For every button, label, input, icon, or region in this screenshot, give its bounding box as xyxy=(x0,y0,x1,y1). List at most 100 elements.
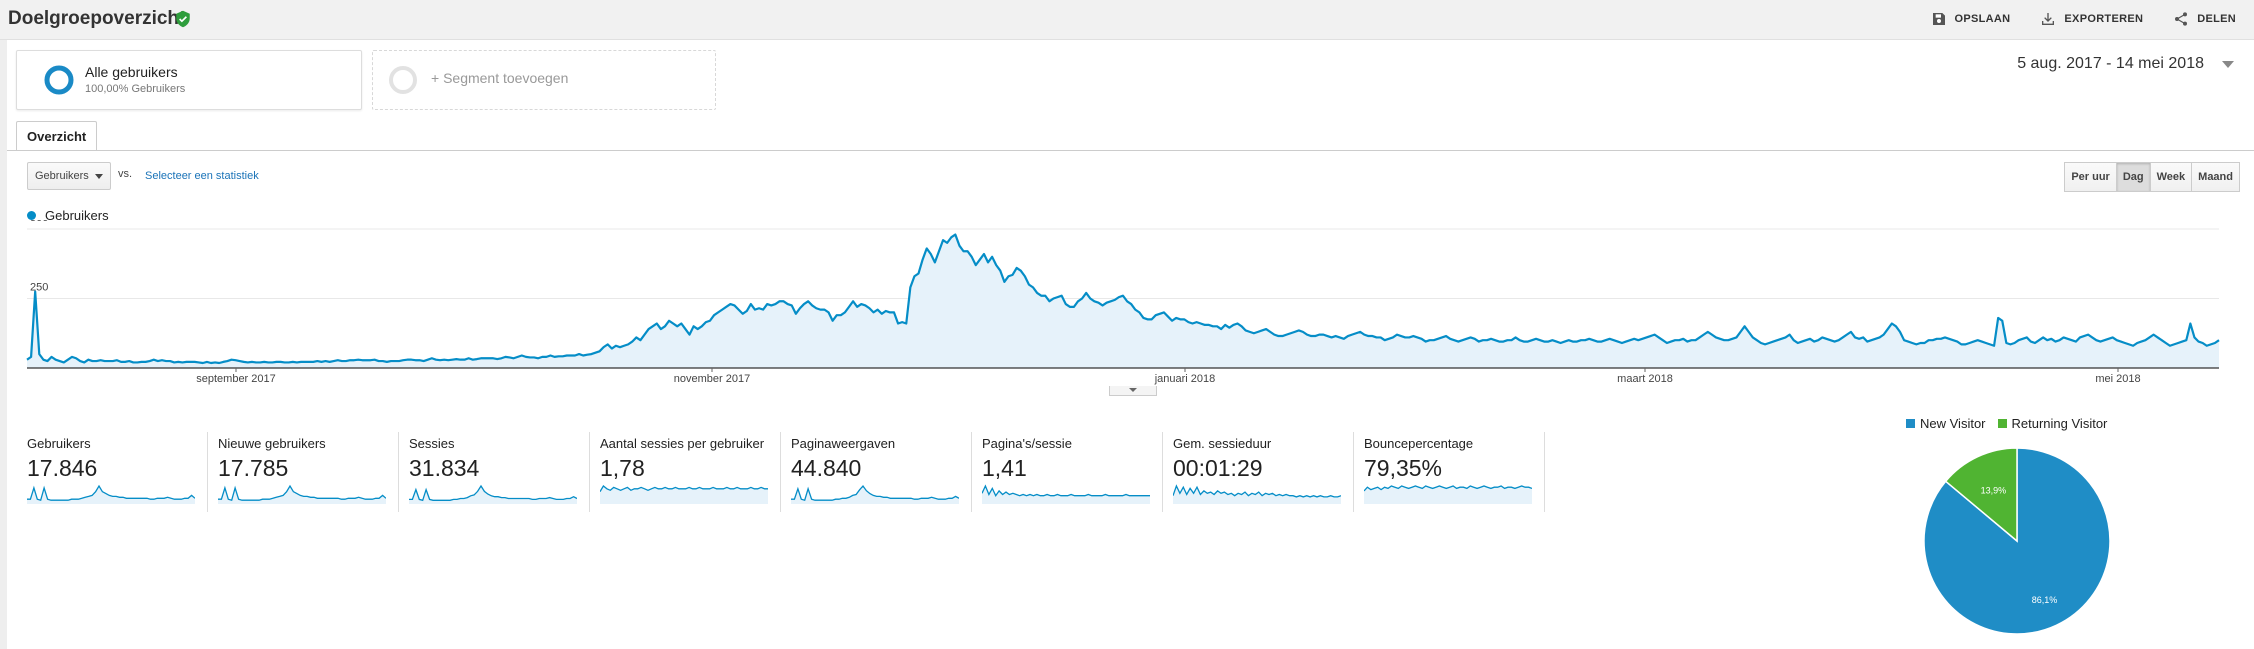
metric-name: Nieuwe gebruikers xyxy=(218,436,326,451)
metric-select-caret-icon xyxy=(95,174,103,179)
pie-legend-returning-swatch xyxy=(1997,419,2007,428)
sparkline-line xyxy=(27,484,195,502)
y-tick-label: 500 xyxy=(30,220,48,224)
download-icon xyxy=(2042,13,2055,25)
x-tick-label: september 2017 xyxy=(196,373,276,385)
metric-value: 17.785 xyxy=(218,455,289,481)
metric-value: 1,78 xyxy=(600,455,645,481)
chart-legend: Gebruikers xyxy=(27,208,109,223)
tab-divider xyxy=(7,150,2254,151)
users-line-chart[interactable]: 500 250 september 2017 november 2017 januari… xyxy=(0,220,2254,385)
sparkline-line xyxy=(791,484,959,502)
metric-tiles: Gebruikers 17.846 Nieuwe gebruikers 17.785 S… xyxy=(17,432,1545,512)
metric-name: Aantal sessies per gebruiker xyxy=(600,436,765,451)
vs-label: vs. xyxy=(118,168,133,180)
metric-name: Sessies xyxy=(409,436,455,451)
metric-select[interactable]: Gebruikers xyxy=(27,162,111,190)
metric-tile[interactable]: Sessies 31.834 xyxy=(399,432,590,512)
metric-name: Gebruikers xyxy=(27,436,91,451)
add-segment-button[interactable]: + Segment toevoegen xyxy=(372,50,716,110)
segment-percentage: 100,00% Gebruikers xyxy=(85,83,186,95)
pie-slice-label: 86,1% xyxy=(2032,595,2058,605)
metric-value: 1,41 xyxy=(982,455,1027,481)
x-tick-label: mei 2018 xyxy=(2095,373,2140,385)
metric-value: 44.840 xyxy=(791,455,862,481)
pie-slice-new-visitor[interactable] xyxy=(1923,447,2111,635)
granularity-week[interactable]: Week xyxy=(2149,162,2193,192)
sparkline-area xyxy=(1364,486,1532,504)
visitor-type-pie-chart[interactable]: 86,1% 13,9% xyxy=(1922,446,2112,636)
metric-tile[interactable]: Bouncepercentage 79,35% xyxy=(1354,432,1545,512)
users-series-line xyxy=(26,233,2220,365)
export-button[interactable]: EXPORTEREN xyxy=(2040,11,2143,27)
metric-select-value: Gebruikers xyxy=(35,170,89,182)
granularity-buttons: Per uur Dag Week Maand xyxy=(2064,162,2240,192)
granularity-hourly[interactable]: Per uur xyxy=(2064,162,2117,192)
share-button[interactable]: DELEN xyxy=(2173,11,2236,27)
pie-legend-new: New Visitor xyxy=(1906,416,1986,431)
metric-tile[interactable]: Pagina's/sessie 1,41 xyxy=(972,432,1163,512)
sparkline-area xyxy=(600,486,768,504)
x-tick-label: januari 2018 xyxy=(1154,373,1216,385)
pie-slice-returning-visitor[interactable] xyxy=(1944,447,2018,543)
legend-dot xyxy=(27,211,36,220)
metric-sparkline xyxy=(791,484,959,504)
pie-slice-label: 13,9% xyxy=(1981,485,2007,495)
metric-sparkline xyxy=(600,485,768,504)
save-icon xyxy=(1932,13,1945,25)
granularity-day[interactable]: Dag xyxy=(2115,162,2151,192)
metric-tile[interactable]: Gebruikers 17.846 xyxy=(17,432,208,512)
metric-value: 00:01:29 xyxy=(1173,455,1263,481)
verified-shield-icon xyxy=(176,10,190,28)
metric-name: Paginaweergaven xyxy=(791,436,896,451)
metric-tile[interactable]: Aantal sessies per gebruiker 1,78 xyxy=(590,432,781,512)
tab-overview[interactable]: Overzicht xyxy=(16,121,98,151)
date-range-picker[interactable]: 5 aug. 2017 - 14 mei 2018 xyxy=(2017,55,2204,72)
y-tick-label: 250 xyxy=(30,282,48,294)
legend-label: Gebruikers xyxy=(45,208,109,223)
metric-name: Pagina's/sessie xyxy=(982,436,1072,451)
metric-tile[interactable]: Nieuwe gebruikers 17.785 xyxy=(208,432,399,512)
pie-legend: New Visitor Returning Visitor xyxy=(1906,416,2107,431)
share-icon xyxy=(2175,12,2188,26)
page-header: Doelgroepoverzicht OPSLAAN EXPORTEREN DE… xyxy=(0,0,2254,40)
sparkline-area xyxy=(982,486,1150,504)
metric-sparkline xyxy=(409,484,577,504)
date-dropdown-caret-icon[interactable] xyxy=(2222,61,2234,68)
sparkline-area xyxy=(409,486,577,504)
sparkline-line xyxy=(982,484,1150,497)
segment-ring-icon xyxy=(44,65,74,95)
metric-sparkline xyxy=(982,484,1150,504)
metric-value: 79,35% xyxy=(1364,455,1443,481)
page-title: Doelgroepoverzicht xyxy=(8,8,186,29)
granularity-month[interactable]: Maand xyxy=(2191,162,2240,192)
pie-legend-returning: Returning Visitor xyxy=(1997,416,2107,431)
metric-value: 31.834 xyxy=(409,455,480,481)
share-label: DELEN xyxy=(2197,13,2236,25)
collapse-caret-icon xyxy=(1129,388,1137,392)
left-edge-strip xyxy=(0,40,7,649)
metric-name: Gem. sessieduur xyxy=(1173,436,1272,451)
x-tick-label: maart 2018 xyxy=(1617,373,1673,385)
users-area xyxy=(27,234,2219,368)
sparkline-line xyxy=(1364,485,1532,492)
sparkline-line xyxy=(600,485,768,493)
metric-sparkline xyxy=(1364,485,1532,504)
metric-tile[interactable]: Gem. sessieduur 00:01:29 xyxy=(1163,432,1354,512)
export-label: EXPORTEREN xyxy=(2064,13,2144,25)
sparkline-line xyxy=(218,484,386,502)
metric-tile[interactable]: Paginaweergaven 44.840 xyxy=(781,432,972,512)
sparkline-line xyxy=(409,484,577,502)
metric-sparkline xyxy=(27,484,195,504)
collapse-chart-handle[interactable] xyxy=(1109,386,1157,396)
segment-all-users[interactable]: Alle gebruikers 100,00% Gebruikers xyxy=(16,50,362,110)
select-statistic-link[interactable]: Selecteer een statistiek xyxy=(145,170,259,182)
metric-sparkline xyxy=(1173,484,1341,504)
save-button[interactable]: OPSLAAN xyxy=(1931,11,2011,27)
empty-ring-icon xyxy=(389,66,417,94)
pie-legend-new-swatch xyxy=(1906,419,1915,428)
sparkline-area xyxy=(1173,486,1341,504)
sparkline-area xyxy=(27,486,195,504)
save-label: OPSLAAN xyxy=(1954,13,2011,25)
metric-value: 17.846 xyxy=(27,455,98,481)
